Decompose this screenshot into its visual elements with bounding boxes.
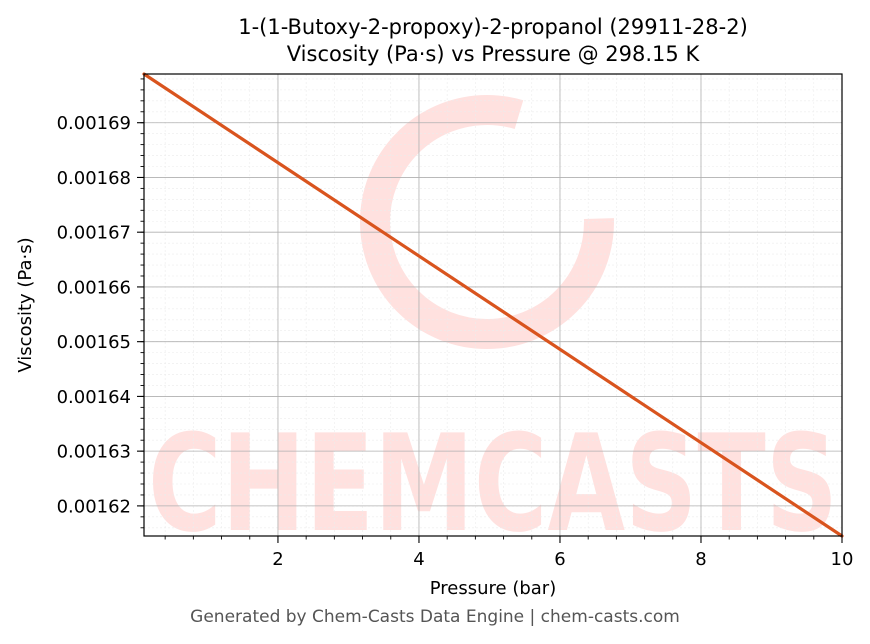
series-layer — [142, 72, 844, 538]
chart-title-line1: 1-(1-Butoxy-2-propoxy)-2-propanol (29911… — [238, 15, 748, 39]
y-axis-ticks: 0.00162 0.00163 0.00164 0.00165 0.00166 0.001… — [57, 78, 144, 529]
y-tick-label: 0.00163 — [57, 442, 131, 463]
watermark-ring — [360, 95, 614, 349]
x-tick-label: 10 — [831, 549, 854, 570]
x-tick-label: 2 — [272, 549, 283, 570]
plot-frame — [143, 73, 843, 537]
x-tick-label: 6 — [554, 549, 565, 570]
y-tick-label: 0.00164 — [57, 387, 131, 408]
x-axis-label: Pressure (bar) — [430, 578, 556, 599]
x-tick-label: 4 — [413, 549, 424, 570]
viscosity-line — [142, 72, 844, 538]
x-tick-label: 8 — [695, 549, 706, 570]
y-tick-label: 0.00168 — [57, 168, 131, 189]
x-axis-ticks: 2 4 6 8 10 — [164, 536, 854, 570]
y-tick-label: 0.00162 — [57, 496, 131, 517]
y-tick-label: 0.00166 — [57, 277, 131, 298]
footer-credit: Generated by Chem-Casts Data Engine | ch… — [190, 607, 680, 627]
y-tick-label: 0.00167 — [57, 223, 131, 244]
y-tick-label: 0.00165 — [57, 332, 131, 353]
y-axis-label: Viscosity (Pa·s) — [15, 237, 36, 372]
y-tick-label: 0.00169 — [57, 113, 131, 134]
chart-title-line2: Viscosity (Pa·s) vs Pressure @ 298.15 K — [287, 42, 701, 66]
major-grid — [144, 74, 843, 536]
